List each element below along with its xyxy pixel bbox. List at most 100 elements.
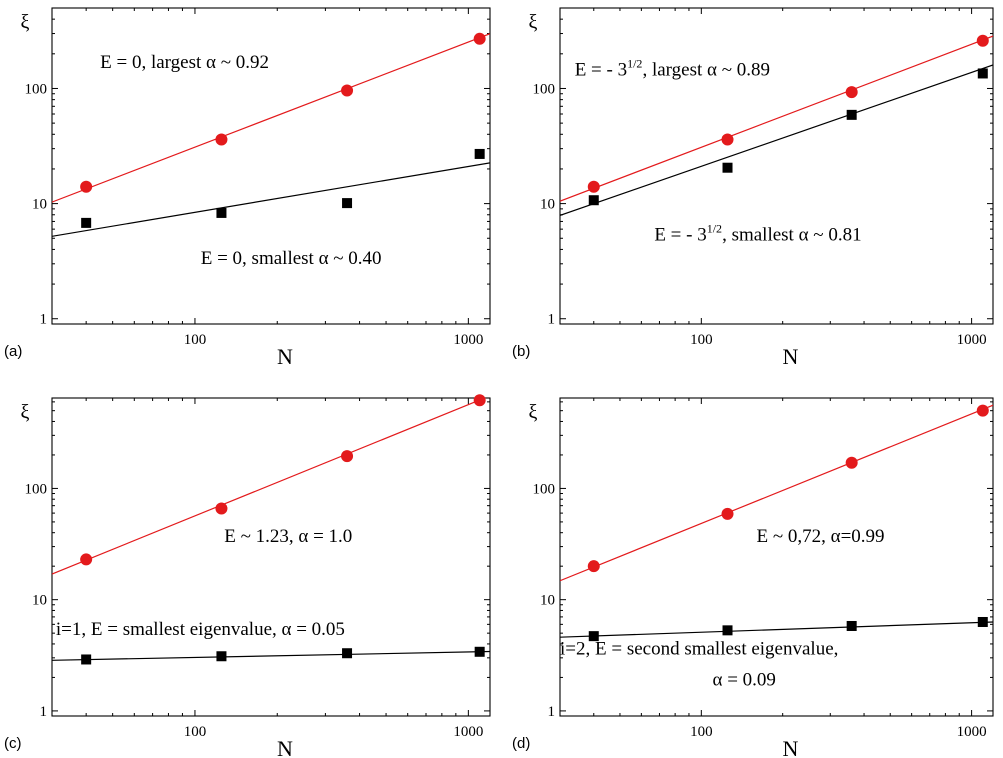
- data-point-series-1: [342, 198, 353, 209]
- y-tick-label: 10: [540, 593, 555, 609]
- y-tick-label: 100: [25, 81, 48, 97]
- y-tick-label: 1: [548, 312, 556, 328]
- fit-line-series-0: [52, 33, 490, 203]
- data-point-series-0: [80, 180, 93, 193]
- y-axis-label: ξ: [529, 11, 538, 33]
- data-point-series-1: [588, 195, 599, 206]
- data-point-series-0: [215, 133, 228, 146]
- x-tick-label: 100: [690, 332, 713, 348]
- plot-frame: [559, 7, 994, 325]
- plot-area: [52, 398, 490, 661]
- annotation-text: α = 0.09: [713, 669, 776, 690]
- panel-a: 100 1000 1 10 100 Nξ (a) E = 0, largest α ~ 0.9…: [4, 7, 491, 369]
- plot-frame: [51, 7, 491, 325]
- plot-frame: [51, 397, 491, 717]
- annotation: E = 0, largest α ~ 0.92: [100, 52, 269, 73]
- annotation: i=2, E = second smallest eigenvalue,: [560, 639, 838, 660]
- y-tick-label: 1: [40, 312, 48, 328]
- data-point-series-1: [342, 648, 353, 659]
- data-point-series-1: [81, 654, 92, 665]
- data-point-series-0: [721, 133, 734, 146]
- y-tick-label: 1: [548, 704, 556, 720]
- fit-line-series-0: [560, 404, 993, 582]
- data-point-series-0: [845, 456, 858, 469]
- annotation-text: i=1, E = smallest eigenvalue, α = 0.05: [56, 619, 345, 640]
- panel-d: 100 1000 1 10 100 Nξ (d) E ~ 0,72, α=0.99 i=2, E…: [512, 397, 994, 758]
- annotation-superscript: 1/2: [707, 221, 722, 235]
- annotation: E ~ 0,72, α=0.99: [756, 526, 884, 547]
- data-point-series-1: [846, 109, 857, 120]
- panel-c: 100 1000 1 10 100 Nξ (c) E ~ 1.23, α = 1.0 i=1, …: [4, 394, 491, 758]
- annotation-text: E ~ 0,72, α=0.99: [756, 526, 884, 547]
- y-tick-label: 100: [533, 81, 556, 97]
- annotation-text: i=2, E = second smallest eigenvalue,: [560, 639, 838, 660]
- x-axis-label: N: [277, 736, 293, 758]
- plot-area: [560, 404, 993, 638]
- x-tick-label: 1000: [957, 332, 987, 348]
- fit-line-series-1: [52, 650, 490, 661]
- x-tick-label: 1000: [957, 724, 987, 740]
- x-tick-label: 1000: [453, 724, 483, 740]
- x-axis-label: N: [277, 344, 293, 369]
- data-point-series-0: [976, 34, 989, 47]
- y-axis-label: ξ: [21, 401, 30, 423]
- annotation: i=1, E = smallest eigenvalue, α = 0.05: [56, 619, 345, 640]
- annotation-superscript: 1/2: [627, 56, 642, 70]
- data-point-series-0: [341, 450, 354, 463]
- data-point-series-0: [473, 394, 486, 407]
- fit-line-series-1: [52, 162, 490, 237]
- x-tick-label: 100: [184, 332, 207, 348]
- data-point-series-1: [846, 620, 857, 631]
- fit-line-series-1: [560, 64, 993, 216]
- panel-label: (a): [4, 343, 22, 360]
- x-tick-label: 100: [184, 724, 207, 740]
- annotation: E = - 31/2, smallest α ~ 0.81: [654, 221, 861, 245]
- plot-frame: [559, 397, 994, 717]
- annotation: α = 0.09: [713, 669, 776, 690]
- y-tick-label: 100: [25, 481, 48, 497]
- data-point-series-1: [216, 207, 227, 218]
- data-point-series-0: [721, 507, 734, 520]
- data-point-series-0: [215, 502, 228, 515]
- annotation: E ~ 1.23, α = 1.0: [224, 526, 352, 547]
- data-point-series-0: [80, 553, 93, 566]
- data-point-series-1: [977, 68, 988, 79]
- annotation-text: E = 0, largest α ~ 0.92: [100, 52, 269, 73]
- y-axis-label: ξ: [529, 401, 538, 423]
- annotation-text-rest: , smallest α ~ 0.81: [722, 224, 862, 245]
- y-tick-label: 100: [533, 481, 556, 497]
- data-point-series-1: [216, 651, 227, 662]
- annotation-text: E = - 3: [575, 59, 627, 80]
- plot-area: [560, 35, 993, 216]
- data-point-series-1: [722, 625, 733, 636]
- annotation-text: E = 0, smallest α ~ 0.40: [201, 248, 382, 269]
- x-tick-label: 1000: [453, 332, 483, 348]
- plot-area: [52, 33, 490, 237]
- fit-line-series-0: [560, 35, 993, 202]
- y-tick-label: 1: [40, 704, 48, 720]
- data-point-series-1: [474, 148, 485, 159]
- panel-label: (d): [512, 735, 530, 752]
- annotation-text-rest: , largest α ~ 0.89: [642, 59, 770, 80]
- fit-line-series-1: [560, 621, 993, 638]
- data-point-series-0: [976, 404, 989, 417]
- y-tick-label: 10: [540, 197, 555, 213]
- annotation-text: E ~ 1.23, α = 1.0: [224, 526, 352, 547]
- data-point-series-1: [977, 616, 988, 627]
- annotation: E = 0, smallest α ~ 0.40: [201, 248, 382, 269]
- data-point-series-0: [341, 84, 354, 97]
- data-point-series-1: [722, 162, 733, 173]
- x-axis-label: N: [783, 344, 799, 369]
- panel-label: (b): [512, 343, 530, 360]
- data-point-series-1: [588, 631, 599, 642]
- fit-line-series-0: [52, 398, 487, 575]
- data-point-series-1: [474, 646, 485, 657]
- annotation-text: E = - 3: [654, 224, 706, 245]
- data-point-series-0: [845, 86, 858, 99]
- data-point-series-0: [587, 180, 600, 193]
- y-axis-label: ξ: [21, 11, 30, 33]
- annotation: E = - 31/2, largest α ~ 0.89: [575, 56, 770, 80]
- data-point-series-1: [81, 217, 92, 228]
